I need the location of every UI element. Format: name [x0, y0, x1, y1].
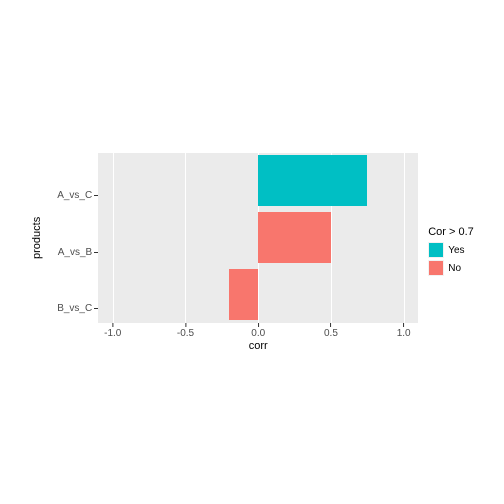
legend: Cor > 0.7 Yes No [428, 226, 474, 278]
gridline-v [113, 153, 114, 323]
y-axis-title: products [31, 245, 43, 259]
legend-item: No [428, 260, 474, 276]
legend-swatch [429, 243, 443, 257]
plot-panel [98, 153, 418, 323]
x-tick: 1.0 [397, 323, 411, 339]
x-tick: -0.5 [177, 323, 194, 339]
legend-key [428, 260, 444, 276]
legend-key [428, 242, 444, 258]
x-tick: 0.0 [251, 323, 265, 339]
x-tick-labels: -1.0 -0.5 0.0 0.5 1.0 [98, 323, 418, 339]
x-axis-title: corr [98, 340, 418, 352]
legend-label: Yes [448, 245, 464, 256]
bar [258, 155, 367, 206]
y-tick-labels: A_vs_CA_vs_BB_vs_C [44, 167, 98, 337]
x-tick: -1.0 [104, 323, 121, 339]
legend-swatch [429, 261, 443, 275]
bar [258, 212, 331, 263]
legend-title: Cor > 0.7 [428, 226, 474, 238]
bar [229, 269, 258, 320]
chart-main: products A_vs_CA_vs_BB_vs_C -1.0 -0.5 0.0 0… [30, 153, 418, 352]
x-tick: 0.5 [324, 323, 338, 339]
gridline-v [404, 153, 405, 323]
legend-label: No [448, 263, 461, 274]
legend-item: Yes [428, 242, 474, 258]
gridline-v [185, 153, 186, 323]
correlation-bar-chart: products A_vs_CA_vs_BB_vs_C -1.0 -0.5 0.0 0… [30, 153, 474, 352]
